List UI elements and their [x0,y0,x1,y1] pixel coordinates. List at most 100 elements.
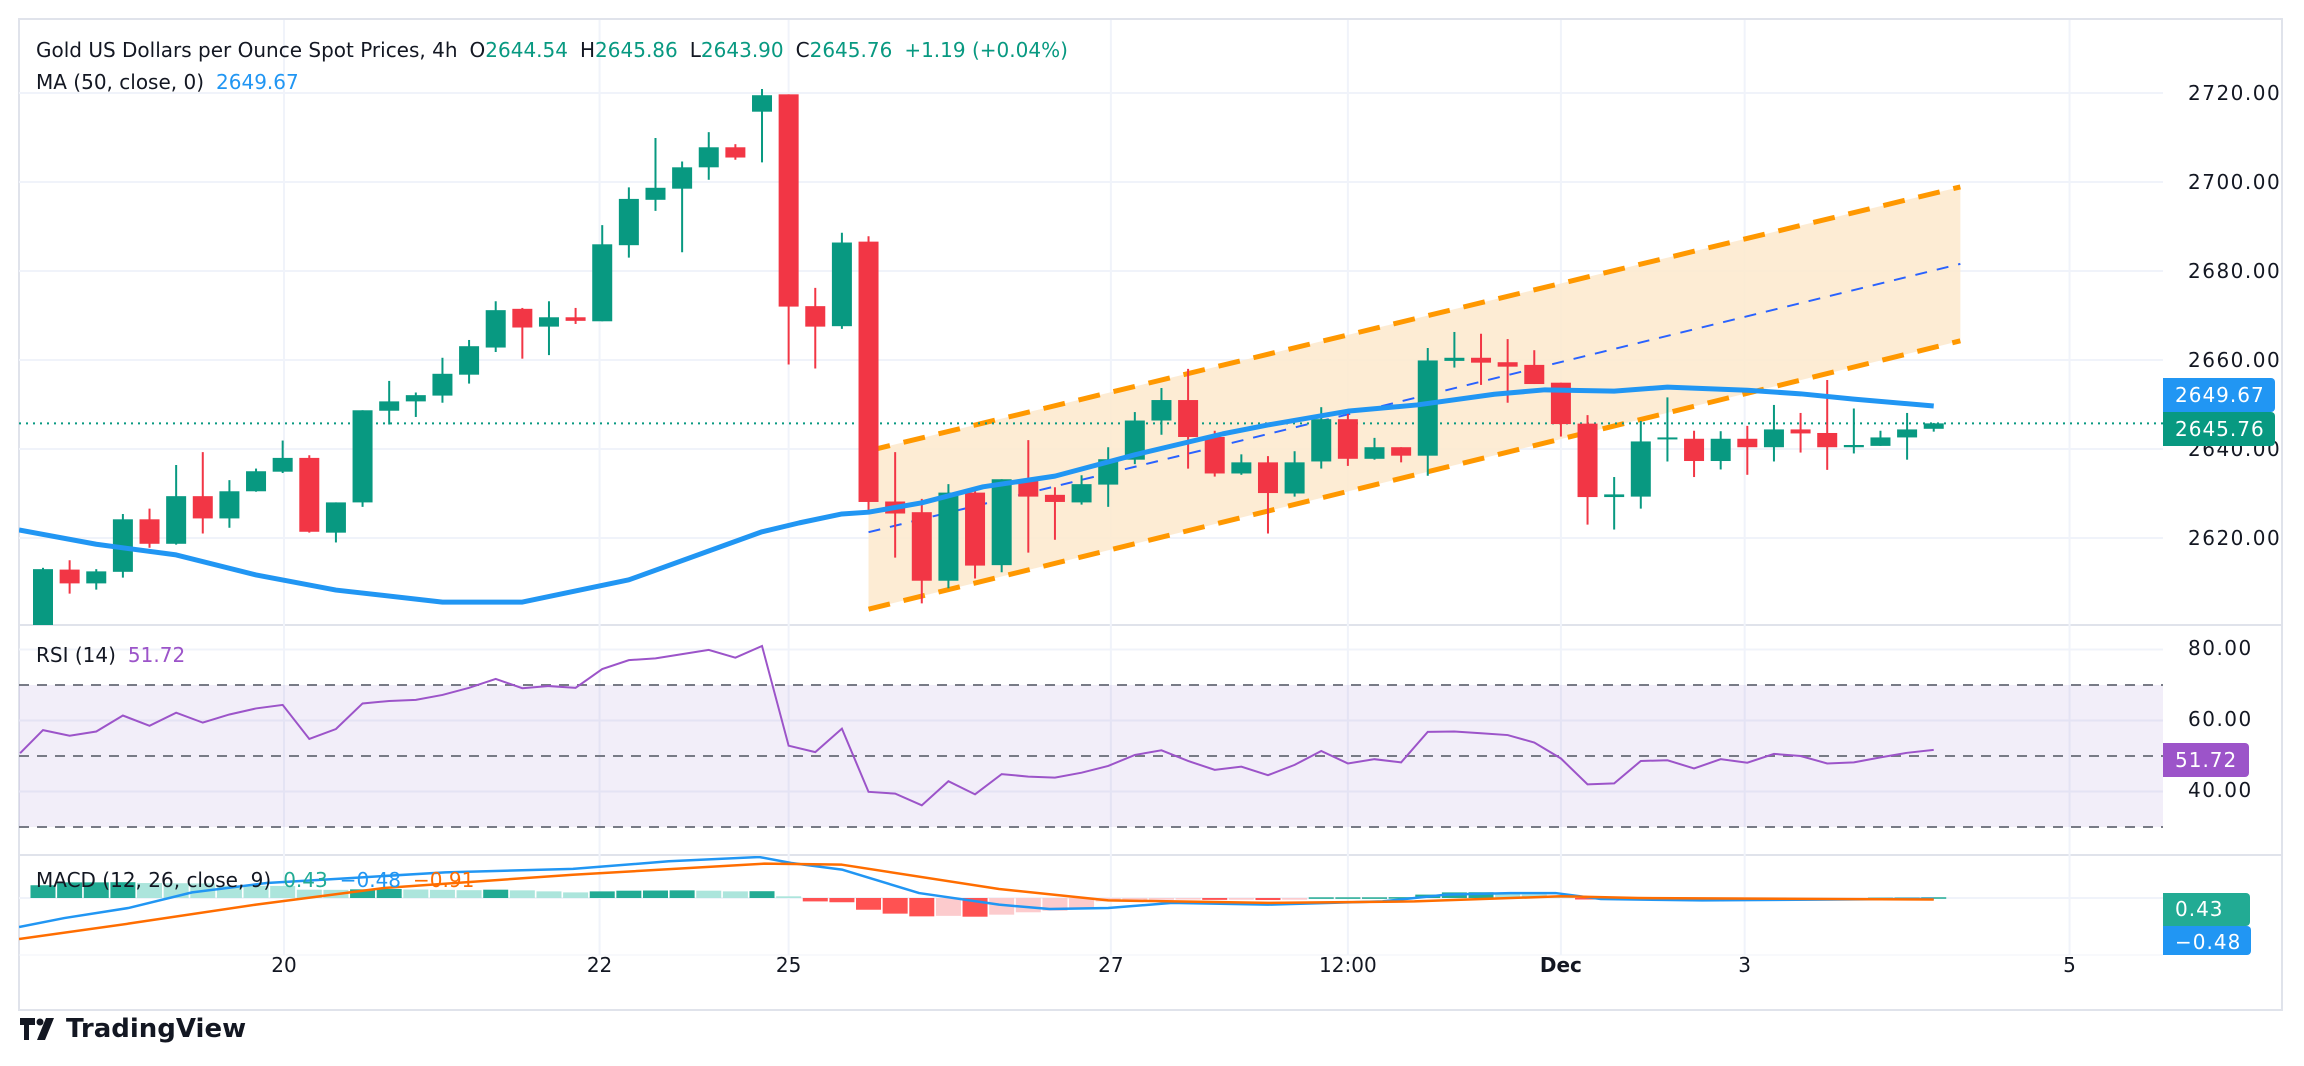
candle-body [1843,444,1864,448]
macd-histogram-bar [776,896,802,898]
ma50-line [19,384,1934,605]
candle-body [485,310,506,348]
candle-body [1657,437,1678,440]
macd-histogram-bar [1255,898,1281,901]
macd-histogram-bar [57,882,83,898]
candle-body [1497,362,1518,367]
macd-histogram-bar [270,885,296,898]
candle [86,569,107,590]
macd-histogram-bar [563,892,589,898]
macd-histogram-bar [429,889,455,898]
candle-body [645,187,666,200]
rsi-pane [19,644,2163,828]
candle [1923,422,1944,432]
macd-histogram-bar [1015,898,1041,913]
candle-body [1790,429,1811,434]
price-tick: 2680.00 [2188,259,2282,283]
price-pane [19,88,2163,625]
candle [352,410,373,507]
candle-body [1817,432,1838,448]
candle-body [1604,494,1625,498]
channel-upper-line [867,184,1961,454]
tradingview-logo[interactable]: TradingView [20,1014,246,1044]
candle-body [1897,429,1918,438]
candle [1257,456,1278,534]
candle-body [672,167,693,189]
candle-body [725,147,746,158]
macd-histogram-bar [589,891,615,898]
tradingview-logo-text: TradingView [66,1014,247,1044]
macd-legend[interactable]: MACD (12, 26, close, 9) 0.43 −0.48 −0.91 [36,868,474,892]
macd-histogram-bar [403,889,429,898]
candle [538,301,559,356]
candle-body [752,95,773,112]
candle [1018,440,1039,553]
candle [565,307,586,324]
macd-legend-macd: −0.48 [339,868,402,892]
candle-body [618,198,639,246]
macd-histogram-bar [483,889,509,898]
channel-middle-line [868,262,1961,534]
candle-body [1178,400,1199,437]
candle-body [1391,447,1412,456]
candle-body [1044,494,1065,502]
time-label: 25 [775,953,802,977]
candle-body [1311,419,1332,462]
macd-histogram-bar [802,898,828,902]
candle [272,440,293,474]
macd-pane [19,856,1947,941]
low-label: L [689,38,701,62]
candle-body [1630,441,1651,497]
candle [965,487,986,579]
candle-body [538,317,559,327]
candle [1843,408,1864,454]
candle [1790,412,1811,453]
candle [512,307,533,359]
price-tick: 2720.00 [2188,81,2282,105]
candle-body [911,512,932,581]
candle [831,232,852,329]
candle [1737,425,1758,475]
candle-body [1684,438,1705,462]
candle-body [379,401,400,411]
candle-body [778,94,799,307]
candle [1391,447,1412,463]
candle-body [965,492,986,566]
candle [805,287,826,369]
macd-histogram-bar [1122,898,1148,901]
candle [991,479,1012,573]
macd-histogram-bar [110,882,136,898]
candle [618,187,639,258]
candle [325,502,346,543]
macd-legend-signal: −0.91 [413,868,475,892]
candle [33,567,53,625]
rsi-line [19,644,1934,807]
rsi-legend[interactable]: RSI (14) 51.72 [36,643,185,667]
time-label: 20 [271,953,297,977]
candle-body [1577,423,1598,498]
candle-body [1870,437,1891,446]
macd-histogram-bar [1148,898,1174,900]
macd-histogram-bar [1202,898,1228,900]
macd-histogram-bar [1175,898,1201,900]
macd-histogram-bar [243,885,269,898]
candle [1284,451,1305,497]
candle [911,498,932,604]
candle [59,560,80,594]
time-label: 12:00 [1319,953,1377,977]
rsi-tick: 80.00 [2188,636,2253,660]
candle [1071,475,1092,505]
candle [1231,454,1252,475]
candle-body [1444,357,1465,361]
candle [592,225,613,322]
rsi-legend-label: RSI (14) [36,643,116,667]
price-tick: 2620.00 [2188,526,2282,550]
candle [139,508,160,548]
macd-histogram-bar [1069,898,1095,909]
candle [1657,397,1678,462]
candle-body [831,242,852,327]
ma-legend[interactable]: MA (50, close, 0) 2649.67 [36,70,299,94]
candle [858,236,879,511]
candle-body [1124,420,1145,460]
